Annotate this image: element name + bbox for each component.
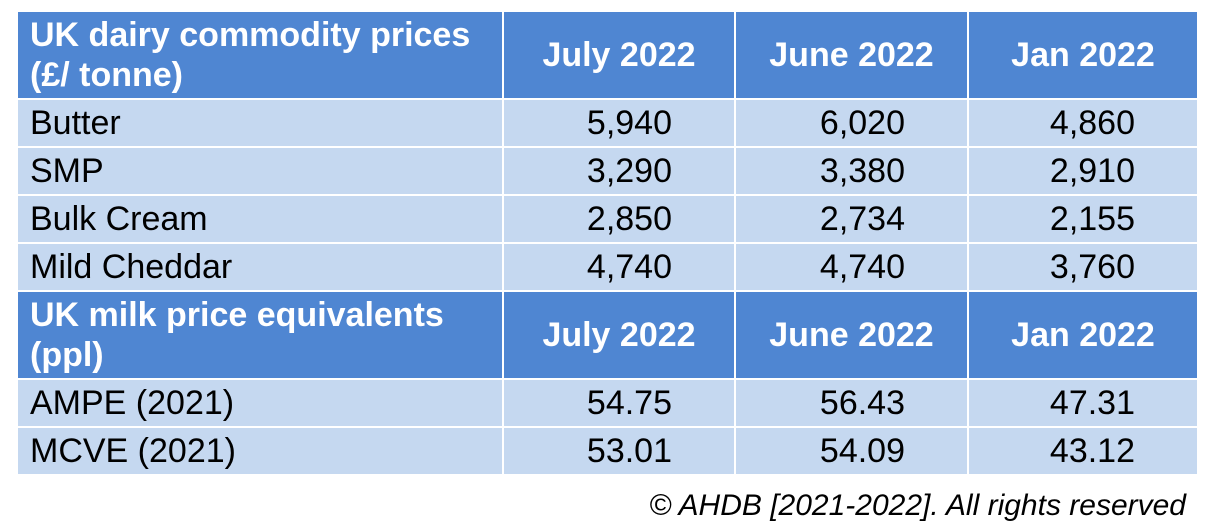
section2-header-row: UK milk price equivalents (ppl) July 202… (16, 290, 1199, 380)
cell-value: 54.75 (502, 378, 736, 428)
cell-value: 56.43 (734, 378, 969, 428)
cell-value: 2,850 (502, 194, 736, 244)
cell-value: 2,734 (734, 194, 969, 244)
cell-value: 47.31 (967, 378, 1199, 428)
table-row: Mild Cheddar 4,740 4,740 3,760 (16, 242, 1199, 292)
row-label: Mild Cheddar (16, 242, 504, 292)
cell-value: 4,740 (502, 242, 736, 292)
table-row: MCVE (2021) 53.01 54.09 43.12 (16, 426, 1199, 476)
section2-col-jan-2022: Jan 2022 (967, 290, 1199, 380)
cell-value: 3,760 (967, 242, 1199, 292)
section1-col-july-2022: July 2022 (502, 10, 736, 100)
row-label: SMP (16, 146, 504, 196)
row-label: Bulk Cream (16, 194, 504, 244)
cell-value: 5,940 (502, 98, 736, 148)
section1-header-row: UK dairy commodity prices (£/ tonne) Jul… (16, 10, 1199, 100)
section2-title: UK milk price equivalents (ppl) (16, 290, 504, 380)
row-label: AMPE (2021) (16, 378, 504, 428)
row-label: MCVE (2021) (16, 426, 504, 476)
cell-value: 2,155 (967, 194, 1199, 244)
cell-value: 4,740 (734, 242, 969, 292)
row-label: Butter (16, 98, 504, 148)
table-row: Butter 5,940 6,020 4,860 (16, 98, 1199, 148)
cell-value: 6,020 (734, 98, 969, 148)
table-row: SMP 3,290 3,380 2,910 (16, 146, 1199, 196)
cell-value: 3,380 (734, 146, 969, 196)
cell-value: 54.09 (734, 426, 969, 476)
section1-col-june-2022: June 2022 (734, 10, 969, 100)
table-row: AMPE (2021) 54.75 56.43 47.31 (16, 378, 1199, 428)
cell-value: 3,290 (502, 146, 736, 196)
cell-value: 4,860 (967, 98, 1199, 148)
cell-value: 53.01 (502, 426, 736, 476)
section1-col-jan-2022: Jan 2022 (967, 10, 1199, 100)
cell-value: 43.12 (967, 426, 1199, 476)
dairy-prices-table: UK dairy commodity prices (£/ tonne) Jul… (16, 10, 1199, 476)
cell-value: 2,910 (967, 146, 1199, 196)
section1-title: UK dairy commodity prices (£/ tonne) (16, 10, 504, 100)
table-row: Bulk Cream 2,850 2,734 2,155 (16, 194, 1199, 244)
copyright-notice: © AHDB [2021-2022]. All rights reserved (649, 489, 1186, 522)
section2-col-july-2022: July 2022 (502, 290, 736, 380)
section2-col-june-2022: June 2022 (734, 290, 969, 380)
